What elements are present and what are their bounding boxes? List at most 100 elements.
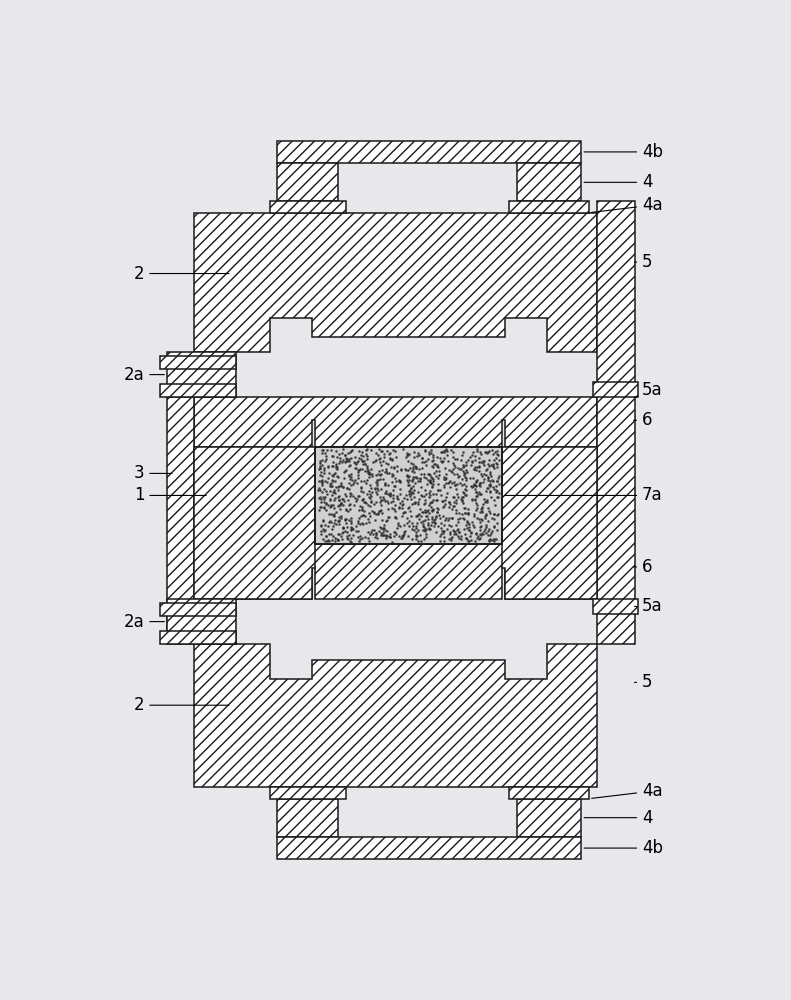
Point — [440, 489, 452, 505]
Point — [426, 509, 438, 525]
Point — [457, 489, 470, 505]
Point — [464, 524, 477, 540]
Point — [380, 528, 392, 544]
Point — [375, 492, 388, 508]
Point — [468, 461, 481, 477]
Point — [443, 510, 456, 526]
Point — [364, 490, 377, 506]
Point — [316, 475, 328, 491]
Polygon shape — [517, 163, 581, 201]
Point — [330, 504, 343, 520]
Point — [343, 468, 356, 484]
Point — [422, 521, 435, 537]
Point — [408, 522, 421, 538]
Point — [461, 533, 474, 549]
Point — [443, 494, 456, 510]
Point — [419, 442, 432, 458]
Point — [395, 461, 407, 477]
Point — [484, 527, 497, 543]
Point — [361, 451, 373, 467]
Point — [378, 449, 391, 465]
Point — [356, 484, 369, 500]
Point — [407, 461, 420, 477]
Point — [351, 462, 364, 478]
Point — [352, 515, 365, 531]
Point — [353, 510, 365, 526]
Point — [354, 479, 367, 495]
Point — [335, 495, 347, 511]
Point — [376, 505, 388, 521]
Point — [417, 522, 430, 538]
Point — [319, 517, 331, 533]
Point — [406, 515, 418, 531]
Point — [406, 463, 418, 479]
Point — [456, 447, 468, 463]
Point — [354, 531, 366, 547]
Point — [448, 459, 461, 475]
Point — [415, 466, 428, 482]
Point — [328, 508, 341, 524]
Point — [369, 506, 382, 522]
Point — [333, 497, 346, 513]
Point — [330, 449, 343, 465]
Point — [431, 501, 444, 517]
Point — [324, 478, 336, 494]
Point — [401, 462, 414, 478]
Point — [396, 497, 408, 513]
Point — [328, 533, 341, 549]
Point — [419, 443, 432, 459]
Point — [487, 481, 500, 497]
Polygon shape — [596, 201, 634, 644]
Point — [315, 499, 327, 515]
Point — [425, 494, 437, 510]
Polygon shape — [194, 447, 316, 599]
Point — [404, 455, 417, 471]
Point — [333, 513, 346, 529]
Point — [418, 504, 431, 520]
Point — [433, 528, 446, 544]
Point — [325, 442, 338, 458]
Point — [442, 531, 455, 547]
Point — [369, 467, 382, 483]
Point — [333, 501, 346, 517]
Point — [392, 491, 404, 507]
Point — [318, 460, 331, 476]
Point — [325, 458, 338, 474]
Point — [416, 488, 429, 504]
Point — [431, 504, 444, 520]
Point — [351, 470, 364, 486]
Point — [362, 511, 375, 527]
Point — [486, 473, 499, 489]
Point — [321, 497, 334, 513]
Point — [388, 509, 401, 525]
Point — [463, 516, 475, 532]
Point — [458, 500, 471, 516]
Point — [488, 533, 501, 549]
Point — [368, 496, 380, 512]
Point — [426, 479, 438, 495]
Point — [449, 492, 462, 508]
Point — [323, 514, 335, 530]
Point — [389, 470, 402, 486]
Point — [369, 512, 381, 528]
Point — [388, 459, 400, 475]
Point — [332, 532, 345, 548]
Point — [390, 510, 403, 526]
Point — [343, 475, 355, 491]
Point — [459, 505, 471, 521]
Point — [443, 474, 456, 490]
Point — [490, 455, 502, 471]
Point — [490, 522, 503, 538]
Point — [400, 468, 413, 484]
Point — [388, 478, 400, 494]
Point — [436, 444, 448, 460]
Point — [464, 478, 477, 494]
Point — [312, 473, 325, 489]
Point — [387, 487, 399, 503]
Point — [337, 524, 350, 540]
Point — [336, 454, 349, 470]
Point — [365, 480, 377, 496]
Point — [467, 461, 480, 477]
Point — [343, 496, 356, 512]
Point — [461, 464, 474, 480]
